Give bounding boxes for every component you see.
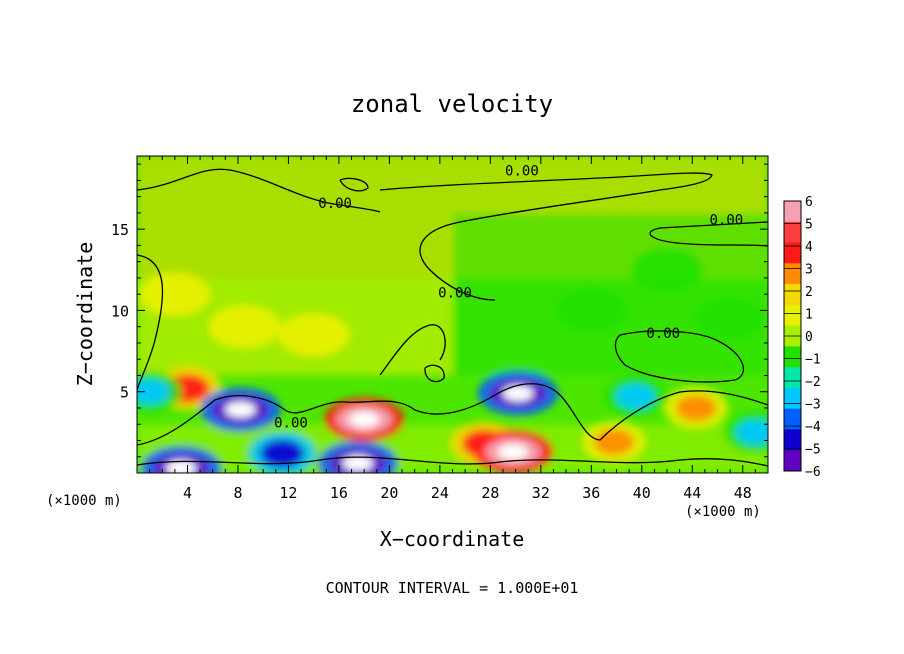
velocity-minimum [694, 296, 767, 341]
x-unit-right-label: (×1000 m) [685, 504, 761, 520]
contour-line [424, 364, 445, 383]
contour-label: 0.00 [646, 326, 680, 342]
y-axis: 5 10 15 [111, 163, 768, 458]
contour-line [379, 172, 713, 301]
contour-label: 0.00 [709, 212, 743, 228]
plot-area: 0.00 0.00 0.00 0.00 0.00 0.00 [137, 156, 768, 473]
velocity-minimum [260, 439, 305, 468]
colorbar-swatch [784, 242, 801, 264]
velocity-maximum [138, 272, 211, 317]
colorbar-label: 5 [805, 218, 813, 233]
out-of-range-core [342, 455, 374, 471]
x-tick-label: 40 [633, 484, 651, 502]
contour-line [137, 254, 164, 391]
x-tick-label: 12 [279, 484, 297, 502]
colorbar-swatch [784, 221, 801, 244]
colorbar-label: −5 [805, 443, 821, 458]
colorbar: 6 5 4 3 2 1 0 −1 −2 −3 −4 −5 −6 [783, 195, 821, 480]
colorbar-swatch [784, 408, 801, 430]
colorbar-swatch [784, 201, 801, 223]
contour-line [649, 221, 768, 247]
out-of-range-core [497, 444, 529, 460]
colorbar-swatch [784, 304, 801, 327]
velocity-minimum [631, 247, 704, 292]
colorbar-swatch [784, 346, 801, 368]
x-tick-label: 20 [380, 484, 398, 502]
contour-labels: 0.00 0.00 0.00 0.00 0.00 0.00 [274, 164, 743, 432]
contour-label: 0.00 [274, 416, 308, 432]
contour-line [379, 324, 446, 376]
velocity-maximum [594, 429, 635, 456]
colorbar-label: 1 [805, 308, 813, 323]
x-axis-label: X−coordinate [380, 527, 525, 551]
contour-line [137, 456, 768, 467]
colorbar-swatch [784, 367, 801, 389]
out-of-range-core [348, 411, 380, 428]
velocity-minimum [735, 419, 768, 446]
colorbar-label: −1 [805, 353, 821, 368]
x-tick-label: 4 [183, 484, 192, 502]
colorbar-label: 4 [805, 240, 813, 255]
colorbar-label: −2 [805, 375, 821, 390]
colorbar-label: −6 [805, 465, 821, 480]
colorbar-swatch [784, 263, 801, 285]
y-axis-label: Z−coordinate [73, 242, 97, 387]
y-tick-label: 5 [120, 384, 129, 402]
x-tick-label: 8 [233, 484, 242, 502]
colorbar-label: −4 [805, 420, 821, 435]
chart-title: zonal velocity [351, 90, 553, 118]
y-tick-label: 10 [111, 302, 129, 320]
contour-label: 0.00 [438, 286, 472, 302]
x-tick-label: 28 [481, 484, 499, 502]
colorbar-label: 6 [805, 195, 813, 210]
velocity-maximum [676, 394, 717, 421]
velocity-minimum [137, 378, 170, 405]
colorbar-swatch [784, 450, 801, 472]
contour-line [137, 168, 381, 213]
colorbar-label: −3 [805, 398, 821, 413]
colorbar-swatch [784, 429, 801, 451]
velocity-minimum [555, 288, 628, 333]
contour-line [339, 177, 369, 192]
contour-line [614, 330, 744, 383]
x-axis: 4 8 12 16 20 24 28 32 36 40 44 48 [149, 156, 756, 502]
x-tick-label: 32 [532, 484, 550, 502]
out-of-range-core [502, 385, 534, 402]
velocity-maximum [277, 312, 350, 357]
zero-contour-lines [137, 168, 768, 467]
contour-label: 0.00 [318, 196, 352, 212]
x-tick-label: 16 [330, 484, 348, 502]
colorbar-label: 0 [805, 330, 813, 345]
velocity-maximum [208, 304, 281, 349]
x-tick-label: 48 [734, 484, 752, 502]
colorbar-swatch [784, 387, 801, 410]
velocity-minimum [615, 383, 656, 410]
x-tick-label: 44 [683, 484, 701, 502]
out-of-range-core [165, 460, 197, 473]
y-tick-label: 15 [111, 221, 129, 239]
contour-interval-note: CONTOUR INTERVAL = 1.000E+01 [326, 579, 579, 597]
x-tick-label: 24 [431, 484, 449, 502]
colorbar-label: 2 [805, 285, 813, 300]
contour-label: 0.00 [505, 164, 539, 180]
colorbar-label: 3 [805, 263, 813, 278]
velocity-field [137, 156, 768, 473]
x-tick-label: 36 [582, 484, 600, 502]
colorbar-swatch [784, 284, 801, 306]
out-of-range-core [225, 401, 256, 418]
x-unit-left-label: (×1000 m) [46, 493, 122, 509]
contour-line [137, 383, 768, 446]
